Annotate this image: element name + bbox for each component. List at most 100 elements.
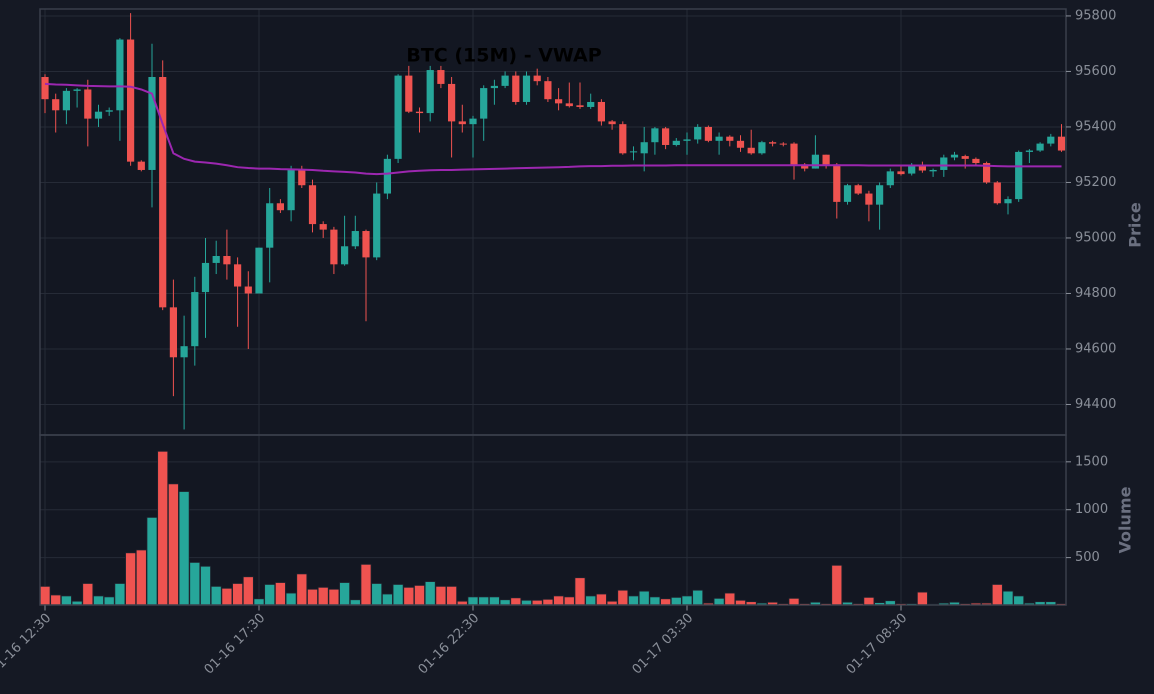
volume-bar <box>574 577 586 606</box>
candle-body <box>715 136 723 141</box>
y-tick-label: 95000 <box>1075 230 1116 245</box>
volume-bar <box>403 586 415 606</box>
volume-bar <box>371 583 383 606</box>
candle-body <box>961 156 969 159</box>
candle-body <box>330 229 338 265</box>
candle-body <box>854 185 862 194</box>
candle-body <box>266 203 274 248</box>
volume-bar <box>595 593 607 606</box>
volume-bar <box>724 592 736 606</box>
volume-bar <box>178 491 190 606</box>
candle-body <box>694 126 702 140</box>
volume-bar <box>360 563 372 606</box>
plot-area <box>40 9 1066 605</box>
candle-body <box>480 88 488 119</box>
volume-frame <box>39 434 1067 606</box>
volume-bar <box>414 584 425 606</box>
candle-body <box>918 165 926 171</box>
candle-body <box>533 75 541 82</box>
volume-bar <box>381 593 393 606</box>
vwap-line <box>44 82 1062 176</box>
volume-bar <box>157 450 169 606</box>
volume-bar <box>189 561 201 606</box>
candle-body <box>865 193 873 205</box>
candle-body <box>351 231 359 247</box>
candle-body <box>908 165 916 174</box>
volume-bar <box>681 595 693 606</box>
candle-body <box>993 182 1001 204</box>
candle-body <box>747 147 755 154</box>
candle-body <box>362 231 370 258</box>
candle-body <box>373 193 381 258</box>
y-tick-label: 95200 <box>1075 175 1116 190</box>
candle-body <box>736 140 745 148</box>
candle-body <box>640 142 648 154</box>
candle-body <box>629 151 638 153</box>
volume-bar <box>285 592 297 606</box>
candle-body <box>191 292 199 347</box>
volume-bar <box>446 585 458 606</box>
candle-body <box>437 70 445 84</box>
candle-body <box>276 203 284 211</box>
volume-bar <box>82 583 94 606</box>
candle-body <box>234 264 242 287</box>
volume-bar <box>1013 595 1025 606</box>
candle-body <box>1036 143 1044 151</box>
candle-body <box>1057 136 1066 151</box>
volume-bar <box>39 585 51 606</box>
volume-bar <box>274 582 286 606</box>
candle-body <box>619 124 627 154</box>
candle-body <box>608 121 616 125</box>
volume-bar <box>649 596 661 606</box>
candle-body <box>886 171 894 186</box>
candle-body <box>811 154 819 169</box>
volume-bar <box>617 589 629 606</box>
volume-bar <box>200 565 211 606</box>
candle-body <box>41 76 49 100</box>
candle-body <box>704 126 712 141</box>
candle-body <box>843 185 852 202</box>
candle-body <box>426 70 434 114</box>
candle-body <box>244 286 252 294</box>
candle-body <box>62 90 70 111</box>
volume-bar <box>264 584 276 606</box>
x-tick-label: 01-16 22:30 <box>416 611 483 678</box>
volume-bar <box>563 596 575 606</box>
volume-bar <box>135 549 147 606</box>
candle-body <box>212 255 220 263</box>
candle-body <box>929 169 937 172</box>
candle-body <box>651 128 659 143</box>
volume-bar <box>232 583 244 606</box>
candle-body <box>308 185 317 225</box>
candle-body <box>105 110 113 112</box>
y-tick-label: 94800 <box>1075 286 1116 301</box>
candle-body <box>94 111 103 119</box>
candle-body <box>201 262 210 293</box>
candle-body <box>1025 150 1033 152</box>
candle-body <box>137 161 145 170</box>
candle-body <box>983 163 991 183</box>
candle-body <box>972 158 980 164</box>
candle-body <box>779 143 787 145</box>
x-tick-label: 01-16 17:30 <box>202 611 269 678</box>
candle-body <box>672 140 680 145</box>
candle-body <box>897 171 905 175</box>
candle-body <box>801 164 809 169</box>
candle-body <box>169 307 177 358</box>
volume-tick-label: 1500 <box>1075 454 1108 469</box>
candle-body <box>73 89 81 91</box>
y-tick-label: 94600 <box>1075 341 1116 356</box>
candle-body <box>555 99 563 104</box>
candle-body <box>576 105 584 107</box>
candle-body <box>52 99 60 111</box>
volume-bar <box>307 588 318 606</box>
candle-body <box>769 142 777 144</box>
candle-body <box>726 136 734 141</box>
candle-body <box>683 139 691 141</box>
candle-body <box>159 76 167 308</box>
volume-bar <box>467 596 479 606</box>
volume-bar <box>146 516 158 606</box>
y-tick-label: 94400 <box>1075 397 1116 412</box>
candle-body <box>822 154 830 165</box>
candle-body <box>522 75 531 102</box>
